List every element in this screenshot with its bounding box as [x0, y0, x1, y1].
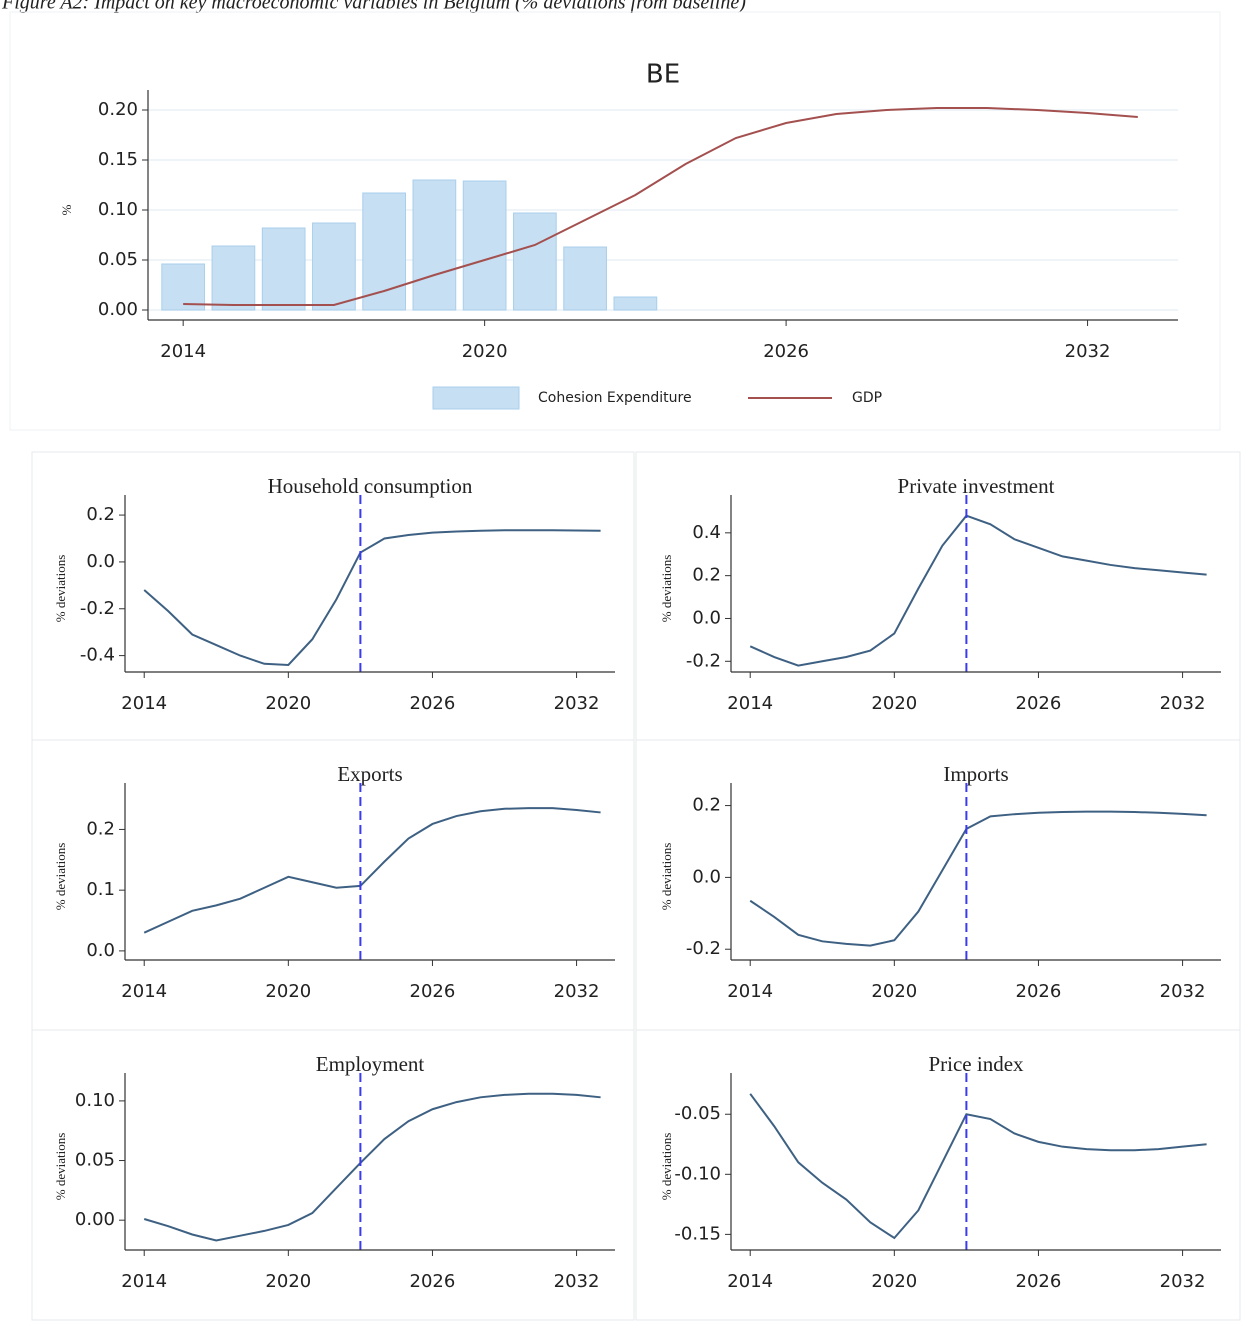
- y-tick-label: 0.2: [86, 818, 115, 839]
- line: [749, 514, 1207, 667]
- x-tick-label: 2026: [1016, 981, 1062, 1002]
- y-tick-label: 0.2: [692, 565, 721, 586]
- x-tick-label: 2020: [265, 981, 311, 1002]
- bar: [513, 212, 557, 311]
- x-tick-label: 2032: [554, 1271, 600, 1292]
- y-tick-label: 0.0: [86, 940, 115, 961]
- x-tick-label: 2014: [121, 981, 167, 1002]
- y-axis-label: % deviations: [659, 555, 674, 623]
- y-tick-label: 0.2: [86, 504, 115, 525]
- y-tick-label: 0.4: [692, 522, 721, 543]
- x-tick-label: 2026: [763, 341, 809, 362]
- x-tick-label: 2014: [121, 1271, 167, 1292]
- x-tick-label: 2020: [871, 693, 917, 714]
- x-tick-label: 2014: [121, 693, 167, 714]
- panel-frame: [31, 1029, 635, 1321]
- y-tick-label: -0.2: [686, 938, 721, 959]
- x-tick-label: 2020: [265, 693, 311, 714]
- x-tick-label: 2020: [462, 341, 508, 362]
- bar: [261, 227, 306, 311]
- y-tick-label: 0.0: [692, 607, 721, 628]
- legend-swatch: [432, 386, 520, 410]
- x-tick-label: 2020: [871, 981, 917, 1002]
- chart-title: Household consumption: [268, 474, 473, 498]
- chart-title: Exports: [337, 762, 402, 786]
- chart-title: Imports: [943, 762, 1008, 786]
- line: [143, 1092, 601, 1242]
- y-tick-label: 0.15: [98, 149, 138, 170]
- y-tick-label: 0.05: [75, 1150, 115, 1171]
- bar: [462, 180, 507, 311]
- line: [749, 810, 1207, 947]
- y-tick-label: 0.10: [98, 199, 138, 220]
- panel-frame: [9, 11, 1221, 431]
- x-tick-label: 2014: [727, 1271, 773, 1292]
- bar: [312, 222, 356, 311]
- bar: [362, 192, 407, 311]
- x-tick-label: 2014: [160, 341, 206, 362]
- y-tick-label: 0.00: [75, 1209, 115, 1230]
- line: [749, 1093, 1207, 1240]
- line: [183, 107, 1138, 306]
- x-tick-label: 2032: [554, 981, 600, 1002]
- y-tick-label: -0.10: [674, 1163, 721, 1184]
- caption: Figure A2: Impact on key macroeconomic v…: [1, 0, 746, 14]
- line: [143, 529, 601, 666]
- x-tick-label: 2032: [1065, 341, 1111, 362]
- x-tick-label: 2026: [410, 693, 456, 714]
- y-tick-label: -0.05: [674, 1103, 721, 1124]
- y-tick-label: -0.2: [686, 650, 721, 671]
- y-tick-label: 0.0: [86, 551, 115, 572]
- x-tick-label: 2026: [1016, 1271, 1062, 1292]
- y-tick-label: -0.15: [674, 1223, 721, 1244]
- y-tick-label: 0.10: [75, 1090, 115, 1111]
- y-axis-label: % deviations: [53, 1133, 68, 1201]
- x-tick-label: 2020: [871, 1271, 917, 1292]
- x-tick-label: 2026: [410, 981, 456, 1002]
- y-tick-label: -0.4: [80, 645, 115, 666]
- y-tick-label: -0.2: [80, 598, 115, 619]
- y-axis-label: % deviations: [659, 1133, 674, 1201]
- y-axis-label: % deviations: [659, 843, 674, 911]
- bar: [211, 245, 256, 311]
- x-tick-label: 2020: [265, 1271, 311, 1292]
- legend-label: Cohesion Expenditure: [538, 390, 692, 406]
- x-tick-label: 2032: [1160, 693, 1206, 714]
- legend-label: GDP: [852, 390, 882, 406]
- bar: [563, 246, 607, 311]
- x-tick-label: 2026: [1016, 693, 1062, 714]
- chart-title: Price index: [928, 1052, 1024, 1076]
- x-tick-label: 2014: [727, 981, 773, 1002]
- bar: [412, 179, 457, 311]
- bar: [161, 263, 206, 311]
- y-tick-label: 0.2: [692, 795, 721, 816]
- y-tick-label: 0.00: [98, 299, 138, 320]
- y-tick-label: 0.1: [86, 879, 115, 900]
- y-axis-label: % deviations: [53, 555, 68, 623]
- bar: [613, 296, 658, 311]
- y-tick-label: 0.20: [98, 99, 138, 120]
- chart-title: BE: [646, 60, 680, 90]
- y-tick-label: 0.05: [98, 249, 138, 270]
- y-axis-label: %: [59, 204, 74, 215]
- panel-frame: [635, 1029, 1241, 1321]
- x-tick-label: 2026: [410, 1271, 456, 1292]
- chart-title: Employment: [316, 1052, 425, 1076]
- x-tick-label: 2032: [1160, 981, 1206, 1002]
- chart-title: Private investment: [898, 474, 1055, 498]
- x-tick-label: 2032: [1160, 1271, 1206, 1292]
- x-tick-label: 2014: [727, 693, 773, 714]
- x-tick-label: 2032: [554, 693, 600, 714]
- y-tick-label: 0.0: [692, 866, 721, 887]
- line: [143, 807, 601, 934]
- y-axis-label: % deviations: [53, 843, 68, 911]
